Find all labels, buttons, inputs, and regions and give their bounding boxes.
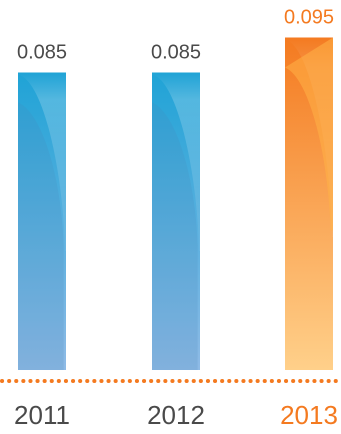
value-label-2011: 0.085 (17, 42, 67, 64)
bar-2012-curve (152, 102, 198, 370)
bar-2011 (18, 72, 66, 370)
bar-2011-curve (18, 102, 64, 370)
bar-2012 (152, 72, 200, 370)
value-label-2012: 0.085 (151, 42, 201, 64)
bar-2013 (285, 37, 333, 370)
bar-2011-sheen (18, 72, 66, 251)
tick-label-2013: 2013 (280, 400, 338, 430)
value-label-2013: 0.095 (284, 7, 334, 29)
value-labels-layer: 0.085 0.085 0.095 (17, 7, 334, 64)
tick-label-2012: 2012 (147, 400, 205, 430)
tick-label-2011: 2011 (14, 400, 70, 430)
bar-2013-curve (285, 37, 333, 231)
bar-2012-sheen (152, 72, 200, 251)
tick-labels-layer: 2011 2012 2013 (14, 400, 338, 430)
bars-layer (18, 37, 333, 370)
